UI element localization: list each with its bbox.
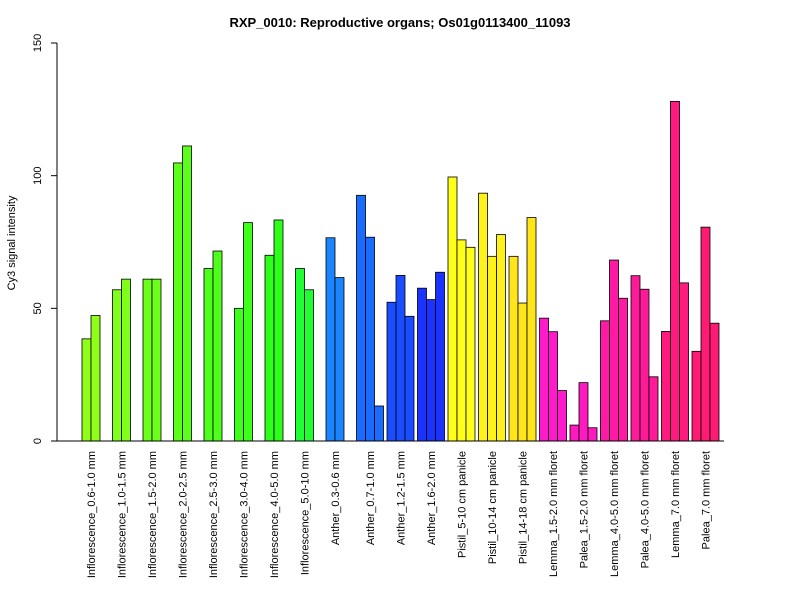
bar — [639, 288, 650, 442]
bar — [304, 289, 314, 442]
y-tick-label: 100 — [32, 166, 44, 184]
bar — [334, 277, 345, 442]
bar — [90, 315, 101, 442]
bar — [295, 268, 305, 442]
bar — [709, 322, 720, 442]
chart-title: RXP_0010: Reproductive organs; Os01g0113… — [229, 15, 570, 30]
x-tick-label: Inflorescence_1.5-2.0 mm — [147, 451, 159, 578]
x-tick-label: Inflorescence_2.5-3.0 mm — [208, 451, 220, 578]
bar — [517, 302, 528, 442]
bars-group — [81, 100, 720, 442]
bar — [487, 255, 497, 442]
bar — [670, 100, 680, 442]
x-tick-label: Lemma_7.0 mm floret — [670, 451, 682, 558]
x-tick-label: Anther_0.3-0.6 mm — [330, 451, 342, 545]
y-tick-label: 50 — [32, 302, 44, 314]
bar — [618, 297, 628, 442]
bar — [630, 275, 641, 442]
bar — [404, 315, 415, 442]
x-tick-label: Pistil_14-18 cm panicle — [518, 451, 530, 564]
bar — [203, 268, 214, 442]
x-tick-label: Anther_1.2-1.5 mm — [396, 451, 408, 545]
y-tick-label: 150 — [32, 34, 44, 52]
bar — [691, 350, 702, 442]
x-tick-label: Inflorescence_5.0-10 mm — [300, 451, 312, 575]
bar — [548, 331, 558, 442]
x-tick-label: Lemma_1.5-2.0 mm floret — [548, 451, 560, 577]
bar — [648, 376, 659, 442]
bar — [557, 390, 567, 442]
bar — [435, 271, 445, 442]
bar — [273, 219, 284, 442]
bar — [609, 259, 619, 442]
bar — [325, 237, 336, 442]
bar — [426, 299, 436, 442]
bar — [151, 278, 162, 442]
bar — [121, 278, 131, 442]
x-tick-label: Inflorescence_4.0-5.0 mm — [269, 451, 281, 578]
bar — [173, 162, 183, 442]
x-tick-label: Anther_1.6-2.0 mm — [426, 451, 438, 545]
bar — [569, 424, 580, 442]
bar — [465, 246, 476, 442]
y-axis-label: Cy3 signal intensity — [6, 195, 18, 290]
x-tick-labels: Inflorescence_0.6-1.0 mm Inflorescence_1.… — [86, 451, 713, 578]
x-tick-label: Palea_1.5-2.0 mm floret — [579, 451, 591, 568]
bar — [365, 236, 375, 442]
x-tick-label: Inflorescence_3.0-4.0 mm — [239, 451, 251, 578]
bar — [661, 331, 671, 442]
x-tick-label: Inflorescence_0.6-1.0 mm — [86, 451, 98, 578]
bar — [578, 382, 589, 442]
bar — [234, 307, 244, 442]
y-axis: 0 50 100 150 — [32, 34, 58, 444]
bar — [212, 250, 223, 442]
bar — [264, 254, 275, 442]
bar — [600, 320, 610, 442]
x-tick-label: Palea_7.0 mm floret — [701, 451, 713, 549]
bar — [478, 192, 488, 442]
bar — [679, 282, 689, 442]
x-tick-label: Inflorescence_1.0-1.5 mm — [117, 451, 129, 578]
bar — [81, 338, 92, 442]
bar — [395, 275, 406, 442]
bar — [112, 289, 122, 442]
bar — [243, 222, 253, 442]
x-tick-label: Anther_0.7-1.0 mm — [365, 451, 377, 545]
bar — [182, 145, 192, 442]
bar — [447, 176, 458, 442]
bar — [526, 217, 537, 442]
bar — [508, 255, 519, 442]
bar — [417, 287, 427, 442]
bar — [496, 234, 506, 442]
bar — [539, 317, 549, 442]
x-tick-label: Palea_4.0-5.0 mm floret — [640, 451, 652, 568]
bar — [587, 427, 598, 442]
y-tick-label: 0 — [32, 438, 44, 444]
bar — [386, 301, 397, 442]
bar — [142, 278, 153, 442]
x-tick-label: Pistil_10-14 cm panicle — [487, 451, 499, 564]
bar — [456, 239, 467, 442]
x-tick-label: Pistil_5-10 cm panicle — [457, 451, 469, 558]
x-tick-label: Inflorescence_2.0-2.5 mm — [178, 451, 190, 578]
bar — [700, 226, 711, 442]
bar — [356, 194, 366, 442]
bar — [374, 405, 384, 442]
x-tick-label: Lemma_4.0-5.0 mm floret — [609, 451, 621, 577]
